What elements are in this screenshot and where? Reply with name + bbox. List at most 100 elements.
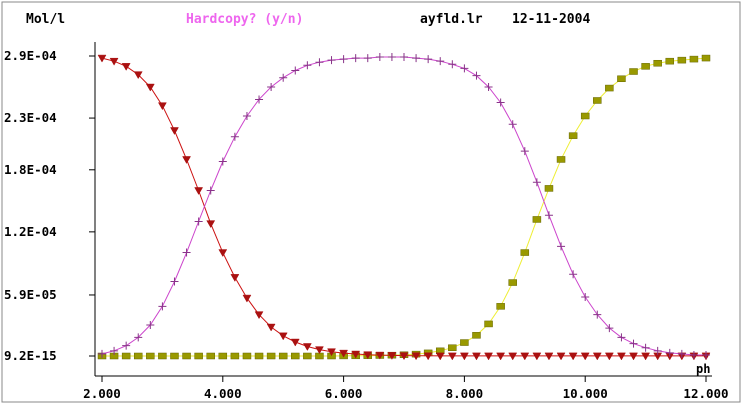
- data-point-red: [617, 352, 626, 361]
- x-tick-label: 6.000: [325, 386, 363, 401]
- data-point-red: [580, 352, 590, 361]
- data-point-yellow: [641, 63, 650, 70]
- data-point-yellow: [170, 352, 179, 360]
- data-point-magenta: [158, 302, 167, 311]
- data-point-yellow: [266, 352, 276, 360]
- series-line-red: [101, 57, 706, 357]
- data-point-yellow: [508, 279, 517, 286]
- data-point-magenta: [544, 211, 553, 220]
- x-tick-label: 8.000: [446, 386, 484, 401]
- y-axis-unit-label: Mol/l: [26, 12, 66, 27]
- data-point-magenta: [122, 341, 131, 350]
- data-point-magenta: [170, 277, 179, 286]
- data-point-magenta: [629, 339, 638, 348]
- data-point-yellow: [544, 185, 554, 192]
- data-point-magenta: [665, 348, 674, 357]
- series-magenta: [98, 53, 710, 359]
- data-point-yellow: [291, 352, 300, 360]
- data-point-red: [411, 352, 421, 361]
- data-point-red: [242, 294, 252, 303]
- data-point-magenta: [641, 343, 650, 352]
- data-point-yellow: [484, 320, 493, 328]
- data-point-red: [472, 352, 481, 361]
- data-point-magenta: [400, 53, 408, 62]
- data-point-red: [315, 346, 324, 355]
- x-tick-label: 10.000: [563, 386, 608, 401]
- data-point-red: [447, 352, 457, 361]
- data-point-magenta: [267, 83, 276, 92]
- data-point-magenta: [194, 217, 203, 226]
- data-point-red: [327, 348, 336, 357]
- data-point-red: [592, 352, 602, 361]
- data-point-red: [387, 352, 397, 360]
- data-point-red: [170, 127, 179, 135]
- data-point-red: [399, 352, 409, 361]
- data-point-red: [423, 352, 433, 361]
- series-line-magenta: [101, 56, 706, 356]
- data-point-magenta: [689, 350, 698, 359]
- data-point-magenta: [484, 83, 493, 92]
- data-point-red: [254, 311, 264, 320]
- data-point-yellow: [520, 249, 530, 256]
- data-point-magenta: [230, 132, 239, 141]
- data-point-red: [556, 352, 566, 361]
- data-point-yellow: [556, 156, 566, 163]
- y-tick-label: 1.2E-04: [4, 224, 57, 239]
- data-point-yellow: [605, 84, 614, 92]
- data-point-red: [109, 57, 119, 66]
- data-point-red: [435, 352, 445, 361]
- data-point-magenta: [255, 95, 264, 104]
- data-point-magenta: [315, 58, 324, 67]
- data-point-magenta: [508, 120, 517, 129]
- data-point-magenta: [182, 248, 191, 257]
- data-point-yellow: [133, 352, 143, 360]
- data-point-yellow: [182, 352, 191, 360]
- data-point-yellow: [460, 339, 469, 346]
- y-tick-label: 5.9E-05: [4, 287, 57, 302]
- plot-frame: [1, 1, 741, 403]
- hardcopy-prompt[interactable]: Hardcopy? (y/n): [186, 12, 304, 27]
- data-point-red: [568, 352, 578, 361]
- data-point-yellow: [194, 352, 203, 360]
- data-point-red: [133, 71, 143, 80]
- y-tick-label: 9.2E-15: [4, 348, 57, 363]
- data-point-magenta: [581, 293, 590, 302]
- data-point-red: [194, 187, 204, 195]
- data-point-magenta: [677, 349, 686, 358]
- data-point-magenta: [424, 55, 433, 64]
- data-point-magenta: [218, 157, 227, 166]
- data-point-magenta: [605, 324, 614, 333]
- x-tick-group: 2.000 4.000 6.000 8.000 10.000 12.000: [83, 376, 729, 401]
- data-point-magenta: [110, 346, 119, 355]
- data-point-magenta: [351, 54, 360, 63]
- series-yellow: [97, 54, 711, 360]
- data-point-red: [339, 349, 349, 358]
- data-point-magenta: [472, 71, 481, 80]
- data-point-magenta: [617, 333, 626, 342]
- data-point-yellow: [701, 54, 711, 62]
- x-tick-label: 2.000: [83, 386, 121, 401]
- data-point-red: [121, 63, 131, 71]
- data-point-red: [363, 351, 373, 360]
- data-point-magenta: [436, 57, 445, 66]
- data-point-yellow: [617, 75, 626, 83]
- data-point-red: [230, 274, 240, 282]
- data-point-magenta: [279, 73, 288, 82]
- data-point-magenta: [206, 186, 215, 195]
- data-point-red: [278, 332, 288, 341]
- file-name: ayfld.lr: [420, 12, 483, 27]
- data-point-red: [459, 352, 469, 361]
- data-point-yellow: [472, 332, 481, 339]
- series-red: [97, 54, 711, 361]
- data-point-red: [641, 352, 651, 361]
- series-group: [97, 53, 711, 361]
- data-point-magenta: [569, 270, 578, 279]
- x-axis-label: ph: [696, 362, 711, 376]
- data-point-red: [532, 352, 542, 361]
- data-point-magenta: [412, 54, 421, 63]
- data-point-red: [351, 350, 361, 359]
- data-point-yellow: [653, 59, 662, 67]
- data-point-red: [206, 220, 216, 229]
